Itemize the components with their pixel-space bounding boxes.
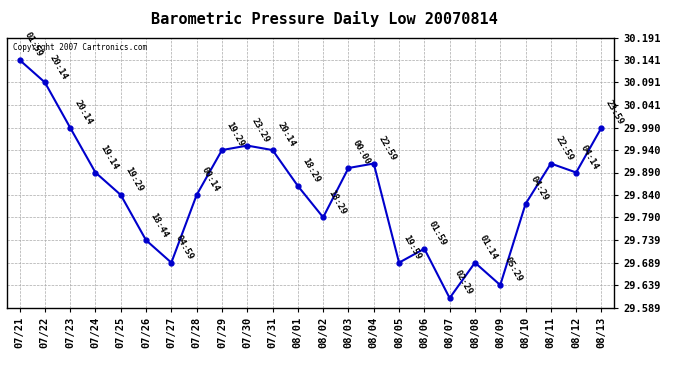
Text: 20:14: 20:14 — [73, 99, 94, 126]
Text: 04:59: 04:59 — [174, 234, 195, 261]
Text: 22:59: 22:59 — [377, 134, 397, 162]
Text: 01:14: 01:14 — [477, 234, 499, 261]
Text: 01:59: 01:59 — [22, 31, 43, 58]
Text: 04:14: 04:14 — [579, 143, 600, 171]
Text: 19:14: 19:14 — [98, 143, 119, 171]
Text: 18:29: 18:29 — [301, 157, 322, 184]
Text: 18:44: 18:44 — [149, 211, 170, 239]
Text: 01:59: 01:59 — [427, 220, 449, 248]
Text: 19:29: 19:29 — [124, 166, 145, 194]
Text: 18:29: 18:29 — [326, 188, 347, 216]
Text: 19:29: 19:29 — [225, 121, 246, 148]
Text: 23:29: 23:29 — [250, 116, 271, 144]
Text: Copyright 2007 Cartronics.com: Copyright 2007 Cartronics.com — [13, 43, 147, 52]
Text: 22:59: 22:59 — [553, 134, 575, 162]
Text: 00:00: 00:00 — [351, 139, 373, 166]
Text: 02:29: 02:29 — [453, 269, 473, 297]
Text: 05:29: 05:29 — [503, 256, 524, 284]
Text: 00:14: 00:14 — [199, 166, 221, 194]
Text: 23:59: 23:59 — [604, 99, 625, 126]
Text: 20:14: 20:14 — [48, 53, 69, 81]
Text: 20:14: 20:14 — [275, 121, 297, 148]
Text: Barometric Pressure Daily Low 20070814: Barometric Pressure Daily Low 20070814 — [151, 11, 497, 27]
Text: 04:29: 04:29 — [529, 175, 549, 202]
Text: 19:59: 19:59 — [402, 234, 423, 261]
